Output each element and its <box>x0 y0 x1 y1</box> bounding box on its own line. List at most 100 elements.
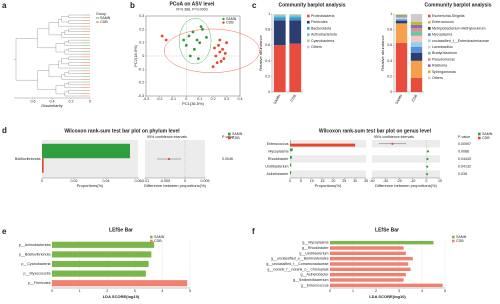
bar-segment <box>410 77 423 92</box>
diff-point <box>167 157 171 161</box>
x-tick-label: 0 <box>41 179 43 183</box>
bar <box>330 251 406 256</box>
bar-segment <box>273 45 286 92</box>
point <box>222 57 226 61</box>
bar-segment <box>410 31 423 36</box>
y-tick-label: 0.2 <box>387 74 392 78</box>
legend-swatch <box>428 58 431 61</box>
legend-swatch <box>307 27 310 30</box>
plot-frame <box>145 15 241 97</box>
point <box>213 46 216 50</box>
legend-swatch <box>478 136 481 140</box>
bar-segment <box>273 14 286 15</box>
x-tick-label: 0.4 <box>50 99 55 103</box>
diff-point <box>426 157 429 161</box>
point <box>218 38 222 42</box>
panel-label: d <box>2 126 7 135</box>
category-label: g__norank_f__norank_o__Chloroplast <box>267 267 328 271</box>
x-tick-label: -30 <box>383 179 388 183</box>
legend-label: Sphingomonas <box>432 70 456 74</box>
y-tick-label: 1 <box>268 12 270 16</box>
y-tick-label: 0.4 <box>387 59 392 63</box>
diff-point <box>426 165 429 168</box>
bar-segment <box>289 43 302 92</box>
y-tick-label: 0.8 <box>265 28 270 32</box>
bar <box>330 283 443 288</box>
y-tick-label: -0.3 <box>138 94 144 98</box>
chart-title: Community barplot analysis <box>279 2 346 8</box>
y-tick-label: 1 <box>390 12 392 16</box>
x-tick-label: 0 <box>329 289 331 293</box>
x-tick-label: CDB <box>290 93 298 102</box>
bar <box>42 143 130 159</box>
bar <box>290 148 293 152</box>
point <box>211 65 215 69</box>
point <box>214 54 218 58</box>
bar-segment <box>410 42 423 47</box>
point <box>188 54 192 58</box>
bar-segment <box>289 14 302 15</box>
legend-label: SAMN <box>100 16 111 20</box>
legend-label: CDB <box>456 239 464 243</box>
category-label: Rhodobacter <box>268 157 289 161</box>
bar-segment <box>395 17 408 19</box>
bar <box>42 158 44 173</box>
x-tick-label: SAMN <box>395 94 404 105</box>
x-tick-label: 0.3 <box>224 97 229 101</box>
legend-swatch <box>228 132 231 136</box>
bar-segment <box>273 20 286 46</box>
x-tick-label: -0.01 <box>141 179 149 183</box>
category-label: p__Actinobacteriota <box>19 243 51 247</box>
bar <box>330 262 409 266</box>
y-tick-label: -0.2 <box>138 81 144 85</box>
x-tick-label: 5 <box>189 289 191 293</box>
x-tick-label: 0 <box>184 179 186 183</box>
panel-label: a <box>2 1 7 10</box>
legend-label: Escherichia-Shigella <box>432 14 465 18</box>
x-axis-title: Difference between proportions(%) <box>144 183 206 188</box>
bar-segment <box>395 17 408 18</box>
x-tick-label: -0.005 <box>160 179 170 183</box>
legend-swatch <box>428 27 431 30</box>
point <box>221 47 224 51</box>
bar-segment <box>410 14 423 22</box>
point <box>184 43 188 47</box>
y-tick-label: 0 <box>390 90 392 94</box>
point <box>217 43 220 47</box>
bar-segment <box>410 60 423 78</box>
legend-label: CDB <box>232 136 240 140</box>
x-tick-label: 0.1 <box>197 97 202 101</box>
point <box>164 38 168 42</box>
bar-segment <box>395 14 408 16</box>
x-tick-label: 25 <box>342 179 346 183</box>
category-label: p__Cyanobacteria <box>21 262 50 266</box>
point <box>218 50 222 54</box>
row-band <box>372 155 440 163</box>
y-tick-label: 0.3 <box>139 14 144 18</box>
bar-segment <box>273 17 286 21</box>
y-axis-title: Relative abundance <box>258 35 263 71</box>
bar-segment <box>395 21 408 24</box>
category-label: g__Undibacterium <box>299 251 328 255</box>
bar <box>330 267 411 272</box>
legend-swatch <box>428 64 431 67</box>
category-label: Bdellovibrionota <box>15 157 41 161</box>
confidence-ellipse <box>179 18 212 65</box>
bar-segment <box>395 23 408 43</box>
diff-point <box>426 150 429 153</box>
x-tick-label: 30 <box>353 179 357 183</box>
legend-label: SAMN <box>226 17 237 21</box>
row-band <box>372 147 440 156</box>
row-band <box>290 155 366 163</box>
diff-point <box>391 142 394 145</box>
panel-label: c <box>252 1 257 10</box>
legend-label: Lactobacillus <box>432 45 453 49</box>
point <box>225 41 228 45</box>
bar-segment <box>410 28 423 32</box>
bar <box>52 251 152 258</box>
x-tick-label: 0.005 <box>201 179 210 183</box>
category-label: g__unclassified_f__Comamonadaceae <box>266 262 328 266</box>
bar-segment <box>289 14 302 16</box>
point <box>196 57 200 61</box>
